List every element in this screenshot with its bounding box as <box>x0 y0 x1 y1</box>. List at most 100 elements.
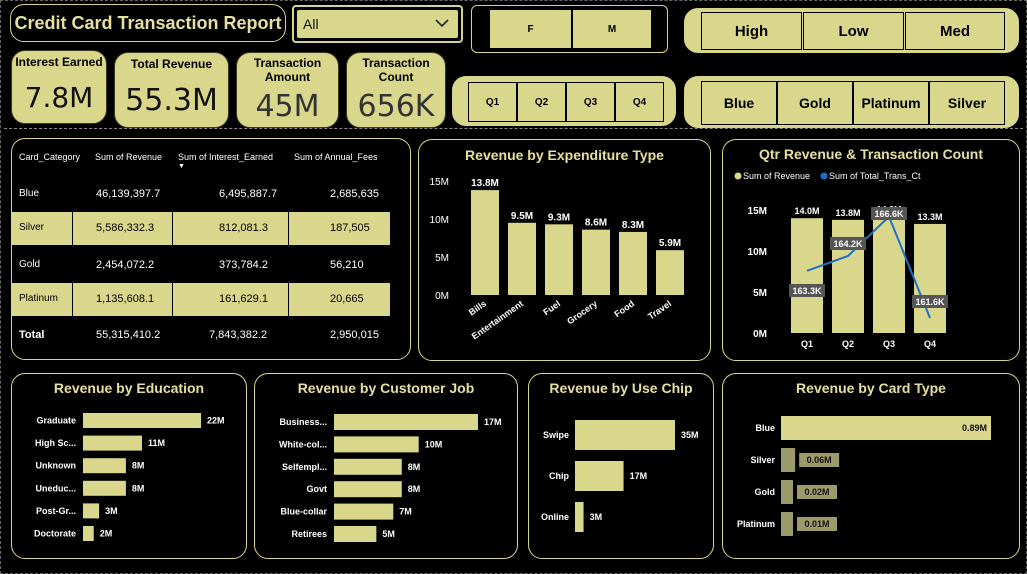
series-line <box>806 214 931 319</box>
education-chart-panel: Revenue by Education Graduate 22M High Sc.… <box>11 373 247 559</box>
x-tick-label: Food <box>612 298 636 319</box>
y-tick-label: Retirees <box>291 529 327 539</box>
header-card-category[interactable]: Card_Category <box>19 152 81 162</box>
education-chart: Graduate 22M High Sc... 11M Unknown 8M Uneduc.… <box>34 413 225 541</box>
data-label: 0.89M <box>962 423 987 433</box>
bar <box>781 416 991 440</box>
data-label: 163.3K <box>792 286 822 296</box>
quarter-option-label: Q4 <box>632 96 647 108</box>
bar <box>83 458 126 474</box>
x-tick-label: Bills <box>467 298 488 317</box>
data-label-bg <box>789 284 825 297</box>
y-tick-label: Unknown <box>36 461 77 471</box>
card-category-table: Card_Category Sum of Revenue Sum of Inte… <box>11 138 411 360</box>
data-label: 164.2K <box>833 239 863 249</box>
data-label: 3M <box>590 512 603 522</box>
table-row-highlight[interactable]: Silver 5,586,332.3 812,081.3 187,505 <box>12 212 390 245</box>
card-option-silver[interactable]: Silver <box>929 81 1005 125</box>
x-tick-label: Q4 <box>924 339 936 349</box>
quarter-option-q2[interactable]: Q2 <box>517 82 566 122</box>
data-label: 8.6M <box>585 218 607 229</box>
gender-option-f[interactable]: F <box>489 9 572 49</box>
bar <box>334 458 402 475</box>
y-tick-label: Graduate <box>36 416 76 426</box>
cell-interest: 812,081.3 <box>219 222 268 234</box>
data-label: 13.8M <box>471 178 499 189</box>
bar <box>83 413 201 428</box>
bar <box>832 219 864 333</box>
card-option-platinum[interactable]: Platinum <box>853 81 929 125</box>
quarter-option-q4[interactable]: Q4 <box>615 82 664 122</box>
bar <box>83 435 142 451</box>
kpi-value: 7.8M <box>24 81 94 114</box>
data-label-bg <box>830 237 866 250</box>
kpi-card-count: Transaction Count 656K <box>346 52 446 128</box>
chart-title: Revenue by Customer Job <box>297 380 475 396</box>
bar <box>791 218 823 333</box>
table-header: Card_Category Sum of Revenue Sum of Inte… <box>12 149 412 170</box>
cell-revenue: 5,586,332.3 <box>96 222 155 234</box>
y-tick-label: Online <box>541 512 569 522</box>
data-label: 166.6K <box>874 209 904 219</box>
y-tick-label: 10M <box>430 215 449 226</box>
table-row[interactable]: Blue 46,139,397.7 6,495,887.7 2,685,635 <box>12 181 410 207</box>
kpi-label: Transaction Count <box>362 56 430 84</box>
bar <box>334 414 478 430</box>
cell-fees: 187,505 <box>330 222 370 234</box>
expenditure-chart-panel: Revenue by Expenditure Type 0M 5M 10M 15M 13… <box>418 139 711 361</box>
data-label: 10M <box>425 439 443 449</box>
bar <box>781 480 793 504</box>
header-sum-revenue[interactable]: Sum of Revenue <box>95 152 163 162</box>
data-label: 17M <box>484 417 502 427</box>
kpi-value: 55.3M <box>125 83 218 118</box>
header-sum-interest[interactable]: Sum of Interest_Earned <box>178 152 274 162</box>
header-divider <box>4 128 1023 129</box>
x-tick-label: Travel <box>646 298 673 321</box>
bar <box>656 250 684 295</box>
filter-dropdown[interactable]: All <box>292 5 463 43</box>
chart-title: Revenue by Expenditure Type <box>465 147 664 163</box>
table-row[interactable]: Gold 2,454,072.2 373,784.2 56,210 <box>12 252 410 278</box>
card-category-slicer: Blue Gold Platinum Silver <box>684 76 1019 128</box>
cell-fees: 56,210 <box>330 259 364 271</box>
y-tick-label: 0M <box>753 329 767 340</box>
data-label: 0.06M <box>807 455 832 465</box>
income-slicer: High Low Med <box>684 8 1019 53</box>
cell-fees: 2,685,635 <box>330 188 379 200</box>
data-label: 13.3M <box>917 212 942 222</box>
y-tick-label: High Sc... <box>35 438 76 448</box>
y-tick-label: Business... <box>279 417 327 427</box>
table-row-highlight[interactable]: Platinum 1,135,608.1 161,629.1 20,665 <box>12 283 390 316</box>
y-tick-label: Govt <box>306 484 327 494</box>
quarter-option-label: Q2 <box>534 96 549 108</box>
cell-category: Gold <box>19 259 41 270</box>
card-option-label: Platinum <box>861 95 921 111</box>
income-option-high-label: High <box>734 22 769 40</box>
cell-category: Platinum <box>19 293 58 304</box>
income-option-med[interactable]: Med <box>905 12 1005 50</box>
data-label: 35M <box>681 430 699 440</box>
income-option-high[interactable]: High <box>701 12 802 50</box>
card-option-blue[interactable]: Blue <box>701 81 777 125</box>
income-option-low[interactable]: Low <box>803 12 904 50</box>
y-tick-label: Chip <box>549 471 569 481</box>
bar <box>334 481 402 498</box>
gender-option-m-label: M <box>607 23 617 35</box>
quarter-option-q3[interactable]: Q3 <box>566 82 615 122</box>
bar <box>334 436 419 453</box>
bar <box>575 461 624 491</box>
cell-fees: 20,665 <box>330 293 364 305</box>
table-total-row: Total 55,315,410.2 7,843,382.2 2,950,015 <box>12 323 410 349</box>
chart-title: Revenue by Use Chip <box>549 380 693 396</box>
quarter-option-q1[interactable]: Q1 <box>468 82 517 122</box>
data-label: 5M <box>382 529 395 539</box>
chart-title: Revenue by Card Type <box>796 380 946 396</box>
chart-title: Revenue by Education <box>53 380 205 396</box>
gender-option-m[interactable]: M <box>572 9 652 49</box>
y-tick-label: 0M <box>435 291 449 302</box>
page-title-text: Credit Card Transaction Report <box>14 12 282 33</box>
card-option-gold[interactable]: Gold <box>777 81 853 125</box>
data-label-bg <box>799 453 840 467</box>
header-sum-fees[interactable]: Sum of Annual_Fees <box>294 152 378 162</box>
